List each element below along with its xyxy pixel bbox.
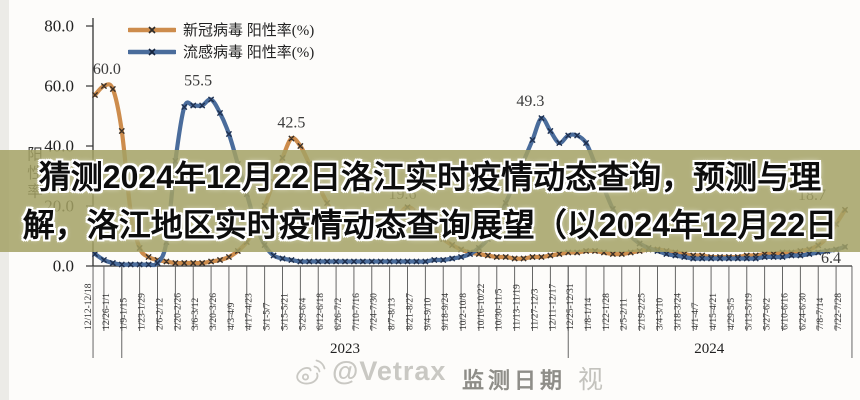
x-tick-label: 1/22-1/28 xyxy=(602,293,612,330)
x-tick-label: 6/24-6/30 xyxy=(798,293,808,330)
x-tick-label: 10/30-11/5 xyxy=(495,288,505,330)
x-tick-label: 3/18-3/24 xyxy=(673,293,683,330)
caption-line-1: 猜测2024年12月22日洛江实时疫情动态查询，预测与理 xyxy=(38,159,822,195)
legend-label-flu: 流感病毒 阳性率(%) xyxy=(183,45,315,61)
x-tick-label: 2/5-2/11 xyxy=(620,298,630,330)
x-tick-label: 5/13-5/19 xyxy=(745,293,755,330)
overlay-caption-band: 猜测2024年12月22日洛江实时疫情动态查询，预测与理 解，洛江地区实时疫情动… xyxy=(0,150,860,252)
y-tick-label: 60.0 xyxy=(44,77,74,96)
x-tick-label: 12/11-12/17 xyxy=(548,284,558,330)
x-tick-label: 12/25-12/31 xyxy=(566,283,576,330)
x-tick-label: 7/22-7/28 xyxy=(834,293,844,330)
x-tick-label: 3/20-3/26 xyxy=(209,293,219,330)
caption-line-2: 解，洛江地区实时疫情动态查询展望（以2024年12月22日 xyxy=(22,207,838,243)
x-tick-label: 5/15-5/21 xyxy=(280,293,290,330)
x-tick-label: 4/3-4/9 xyxy=(227,302,237,330)
x-tick-label: 8/21-8/27 xyxy=(405,293,415,330)
x-tick-label: 12/12-12/18 xyxy=(84,283,94,330)
legend-item-flu: 流感病毒 阳性率(%) xyxy=(128,41,314,62)
weibo-icon xyxy=(296,359,326,385)
data-point-label: 6.4 xyxy=(821,250,841,267)
x-tick-label: 4/17-4/23 xyxy=(245,293,255,330)
y-tick-label: 0.0 xyxy=(53,257,74,276)
legend-label-covid: 新冠病毒 阳性率(%) xyxy=(183,23,315,39)
data-point-label: 60.0 xyxy=(93,61,121,78)
x-tick-label: 5/29-6/4 xyxy=(298,298,308,330)
x-tick-label: 3/6-3/12 xyxy=(191,298,201,330)
x-tick-label: 1/23-1/29 xyxy=(138,293,148,330)
x-tick-label: 3/4-3/10 xyxy=(655,298,665,330)
x-tick-label: 11/27-12/3 xyxy=(530,288,540,330)
x-tick-label: 7/24-7/30 xyxy=(370,293,380,330)
x-tick-label: 7/8-7/14 xyxy=(816,298,826,330)
x-tick-label: 4/15-4/21 xyxy=(709,293,719,330)
watermark: @Vetrax xyxy=(296,356,446,388)
watermark-handle: @Vetrax xyxy=(332,356,447,386)
flu-line-swatch-icon xyxy=(128,47,176,56)
x-tick-label: 2/20-2/26 xyxy=(173,293,183,330)
x-tick-label: 10/16-10/22 xyxy=(477,283,487,330)
year-label: 2023 xyxy=(330,341,360,357)
x-tick-label: 9/4-9/10 xyxy=(423,298,433,330)
data-point-label: 42.5 xyxy=(277,115,305,132)
x-tick-label: 6/10-6/16 xyxy=(780,293,790,330)
x-tick-label: 5/27-6/2 xyxy=(763,298,773,330)
x-tick-label: 6/26-7/2 xyxy=(334,298,344,330)
data-point-label: 55.5 xyxy=(184,73,212,90)
x-tick-label: 4/29-5/5 xyxy=(727,298,737,330)
x-axis-title: 监测日期 xyxy=(462,368,567,393)
x-tick-label: 6/12-6/18 xyxy=(316,293,326,330)
x-tick-label: 7/10-7/16 xyxy=(352,293,362,330)
x-tick-label: 4/1-4/7 xyxy=(691,302,701,330)
x-tick-label: 11/13-11/19 xyxy=(513,284,523,330)
x-tick-label: 12/26-1/1 xyxy=(102,293,112,330)
x-tick-label: 10/2-10/8 xyxy=(459,293,469,330)
data-point-label: 49.3 xyxy=(516,93,544,110)
x-tick-label: 2/6-2/12 xyxy=(155,298,165,330)
chart-legend: 新冠病毒 阳性率(%) 流感病毒 阳性率(%) xyxy=(128,19,314,62)
covid-line-swatch-icon xyxy=(128,25,176,34)
year-label: 2024 xyxy=(694,341,725,357)
y-tick-label: 80.0 xyxy=(44,17,74,36)
x-tick-label: 2/19-2/25 xyxy=(638,293,648,330)
watermark-extra-char: 视 xyxy=(578,367,604,394)
x-tick-label: 1/8-1/14 xyxy=(584,298,594,330)
legend-item-covid: 新冠病毒 阳性率(%) xyxy=(128,19,314,40)
x-tick-label: 1/9-1/15 xyxy=(120,298,130,330)
x-tick-label: 5/1-5/7 xyxy=(263,302,273,330)
x-tick-label: 8/7-8/13 xyxy=(388,298,398,330)
x-tick-label: 9/18-9/24 xyxy=(441,293,451,330)
